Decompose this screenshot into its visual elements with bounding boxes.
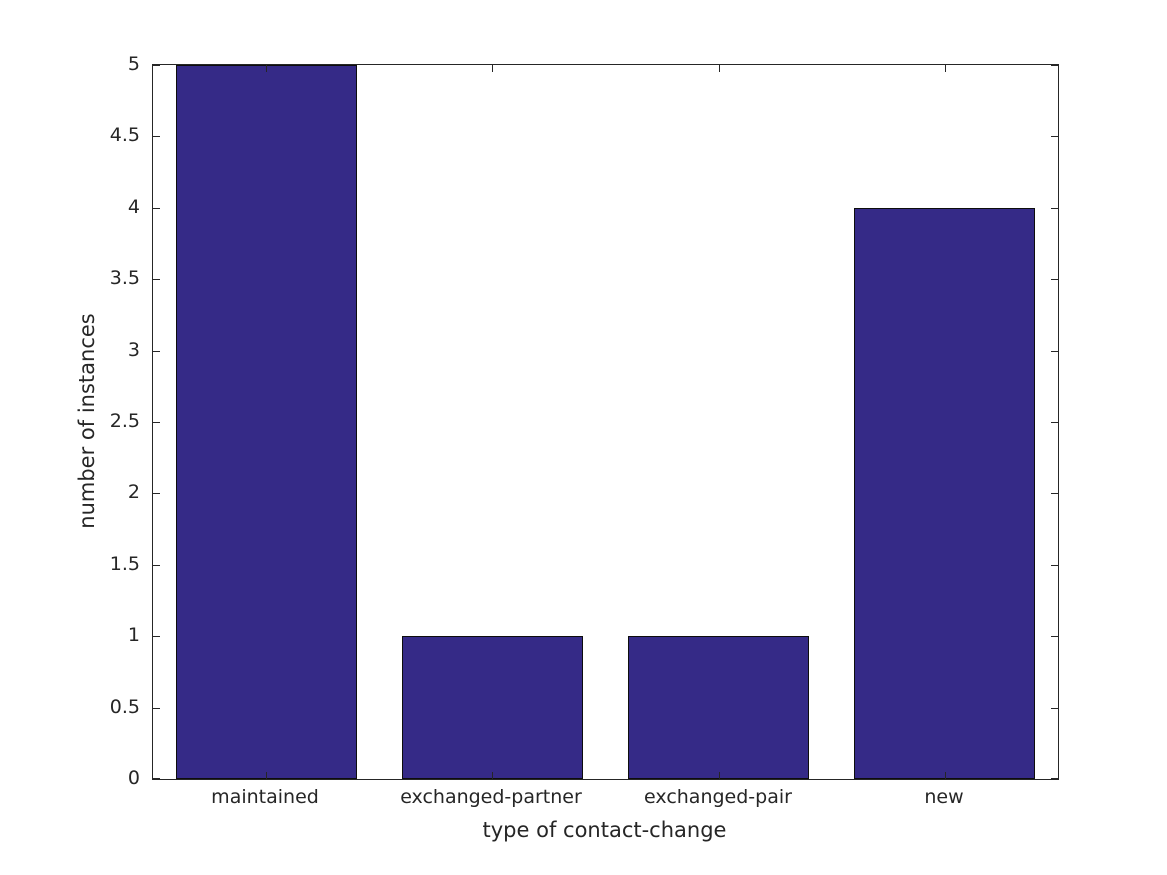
- y-tick-label: 0: [127, 767, 140, 789]
- y-tick-mirror: [1051, 636, 1058, 637]
- x-tick-mirror: [945, 65, 946, 72]
- y-tick: [153, 565, 160, 566]
- y-tick-mirror: [1051, 422, 1058, 423]
- x-tick: [266, 772, 267, 779]
- y-tick-mirror: [1051, 565, 1058, 566]
- y-tick-mirror: [1051, 279, 1058, 280]
- x-axis-label: type of contact-change: [482, 818, 727, 842]
- x-tick-label: maintained: [211, 786, 319, 808]
- y-tick: [153, 208, 160, 209]
- y-tick: [153, 136, 160, 137]
- x-tick-label: exchanged-partner: [400, 786, 582, 808]
- bar-exchanged-pair: [628, 636, 809, 779]
- y-tick-mirror: [1051, 493, 1058, 494]
- y-tick-mirror: [1051, 136, 1058, 137]
- y-tick: [153, 279, 160, 280]
- x-tick: [719, 772, 720, 779]
- y-tick: [153, 351, 160, 352]
- plot-area: [152, 64, 1059, 780]
- x-tick-mirror: [492, 65, 493, 72]
- y-tick-mirror: [1051, 351, 1058, 352]
- y-tick-label: 4: [127, 196, 140, 218]
- y-tick: [153, 422, 160, 423]
- y-tick-label: 4.5: [109, 124, 140, 146]
- y-tick: [153, 65, 160, 66]
- y-tick-label: 1: [127, 624, 140, 646]
- y-tick-label: 3.5: [109, 267, 140, 289]
- bar-exchanged-partner: [402, 636, 583, 779]
- y-tick-label: 2: [127, 481, 140, 503]
- x-tick: [945, 772, 946, 779]
- y-tick-mirror: [1051, 208, 1058, 209]
- y-tick-mirror: [1051, 778, 1058, 779]
- x-tick: [492, 772, 493, 779]
- y-tick-label: 5: [127, 53, 140, 75]
- bar-new: [854, 208, 1035, 779]
- y-tick: [153, 708, 160, 709]
- x-tick-label: new: [924, 786, 964, 808]
- y-tick-label: 0.5: [109, 696, 140, 718]
- y-tick-mirror: [1051, 708, 1058, 709]
- bar-maintained: [176, 65, 357, 779]
- y-tick-label: 1.5: [109, 553, 140, 575]
- y-tick-mirror: [1051, 65, 1058, 66]
- x-tick-mirror: [266, 65, 267, 72]
- y-tick-label: 2.5: [109, 410, 140, 432]
- y-tick: [153, 493, 160, 494]
- y-tick-label: 3: [127, 339, 140, 361]
- x-tick-label: exchanged-pair: [644, 786, 792, 808]
- y-tick: [153, 636, 160, 637]
- y-tick: [153, 778, 160, 779]
- x-tick-mirror: [719, 65, 720, 72]
